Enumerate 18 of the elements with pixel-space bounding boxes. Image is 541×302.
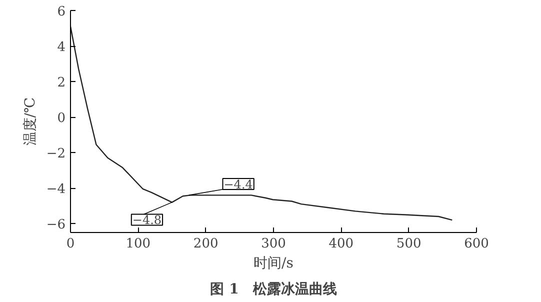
x-tick-label: 600 bbox=[464, 236, 489, 252]
y-tick-label: 4 bbox=[57, 40, 66, 56]
x-tick-label: 400 bbox=[328, 236, 354, 252]
text: 图 1 松露冰温曲线 bbox=[210, 282, 337, 298]
y-axis-title: 温度/℃ bbox=[22, 97, 38, 146]
y-tick-label: −4 bbox=[46, 182, 66, 198]
y-tick-label: −2 bbox=[46, 146, 66, 162]
x-axis-title: 时间/s bbox=[254, 256, 294, 272]
y-tick-label: 2 bbox=[57, 76, 66, 91]
y-tick-label: 0 bbox=[57, 111, 66, 126]
y-tick-label: 6 bbox=[57, 4, 66, 20]
x-tick-label: 200 bbox=[193, 236, 218, 252]
y-tick-label: −6 bbox=[46, 218, 66, 233]
x-tick-label: 100 bbox=[126, 236, 151, 252]
x-tick-label: 300 bbox=[261, 236, 286, 252]
annotation: −4.4 bbox=[224, 178, 254, 192]
x-tick-label: 500 bbox=[396, 236, 422, 252]
annotation: −4.8 bbox=[132, 213, 162, 228]
